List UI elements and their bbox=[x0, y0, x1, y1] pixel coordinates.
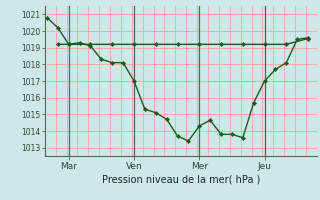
X-axis label: Pression niveau de la mer( hPa ): Pression niveau de la mer( hPa ) bbox=[102, 175, 260, 185]
